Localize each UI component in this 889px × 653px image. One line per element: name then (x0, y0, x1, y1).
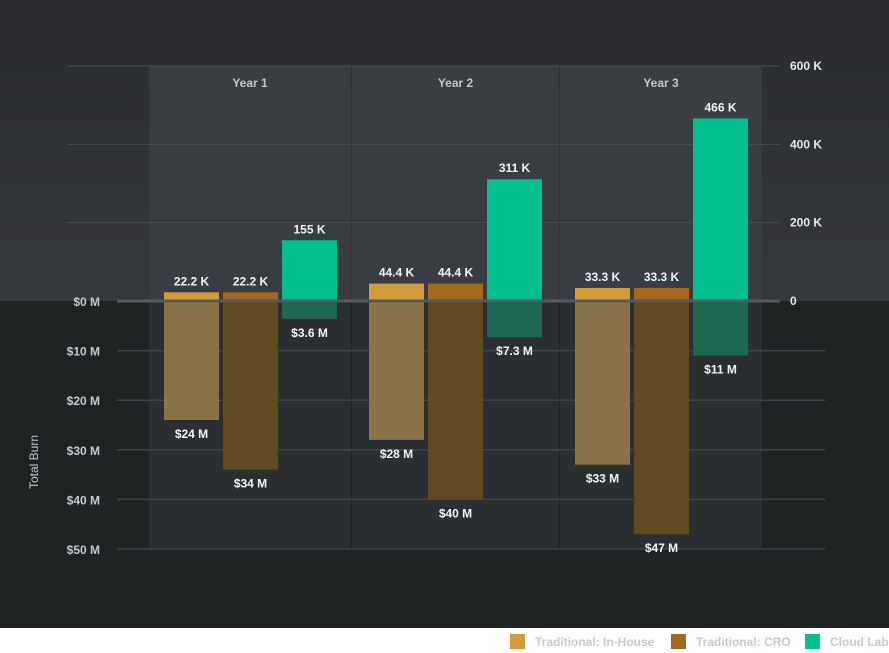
legend-label: Traditional: CRO (696, 634, 791, 649)
category-label: Year 2 (438, 76, 474, 90)
legend-item: Cloud Lab (805, 634, 889, 649)
legend-label: Cloud Lab (830, 634, 889, 649)
top-axis-tick-label: 200 K (790, 216, 822, 230)
bottom-axis-tick-label: $0 M (73, 295, 100, 309)
bar-top (223, 292, 278, 301)
bottom-axis-tick-label: $30 M (67, 444, 100, 458)
bar-top (164, 292, 219, 301)
legend-swatch (671, 634, 686, 649)
bar-bottom (634, 301, 689, 535)
data-label-bottom: $47 M (645, 541, 678, 555)
y-axis-label: Total Burn (27, 435, 41, 489)
bar-bottom (428, 301, 483, 500)
data-label-top: 155 K (293, 222, 325, 236)
data-label-bottom: $34 M (234, 477, 267, 491)
data-label-top: 466 K (704, 100, 736, 114)
category-label: Year 3 (643, 76, 679, 90)
bottom-axis-tick-label: $10 M (67, 345, 100, 359)
data-label-top: 22.2 K (174, 274, 210, 288)
legend-item: Traditional: CRO (671, 634, 791, 649)
bar-top (369, 283, 424, 301)
chart: Year 1 Year 2 Year 3 0 200 K 400 K 600 K $0 M $1… (0, 0, 889, 628)
data-label-bottom: $28 M (380, 447, 413, 461)
data-label-top: 311 K (499, 161, 531, 175)
data-label-top: 33.3 K (585, 270, 621, 284)
data-label-bottom: $24 M (175, 427, 208, 441)
bar-top (693, 118, 748, 301)
bottom-axis-tick-label: $50 M (67, 543, 100, 557)
bar-bottom (487, 301, 542, 338)
bar-bottom (575, 301, 630, 465)
bar-bottom (693, 301, 748, 356)
data-label-bottom: $40 M (439, 506, 472, 520)
data-label-bottom: $33 M (586, 472, 619, 486)
data-label-bottom: $11 M (704, 363, 737, 377)
legend-swatch (805, 634, 820, 649)
bar-top (487, 179, 542, 301)
top-axis-tick-label: 0 (790, 294, 797, 308)
bar-bottom (369, 301, 424, 440)
legend-item: Traditional: In-House (510, 634, 654, 649)
legend: Traditional: In-House Traditional: CRO Clo… (0, 628, 889, 653)
bar-bottom (164, 301, 219, 421)
category-label: Year 1 (232, 76, 268, 90)
bar-top (282, 240, 337, 301)
data-label-top: 44.4 K (438, 266, 474, 280)
data-label-bottom: $7.3 M (496, 344, 533, 358)
bottom-axis-tick-label: $40 M (67, 493, 100, 507)
data-label-bottom: $3.6 M (291, 326, 328, 340)
legend-label: Traditional: In-House (535, 634, 655, 649)
bar-top (428, 283, 483, 301)
bottom-axis-tick-label: $20 M (67, 394, 100, 408)
data-label-top: 22.2 K (233, 274, 269, 288)
bar-bottom (282, 301, 337, 319)
bar-top (575, 287, 630, 301)
data-label-top: 33.3 K (644, 270, 680, 284)
legend-swatch (510, 634, 525, 649)
bar-bottom (223, 301, 278, 470)
top-axis-tick-label: 400 K (790, 137, 822, 151)
top-axis-tick-label: 600 K (790, 59, 822, 73)
data-label-top: 44.4 K (379, 266, 415, 280)
bar-top (634, 287, 689, 301)
